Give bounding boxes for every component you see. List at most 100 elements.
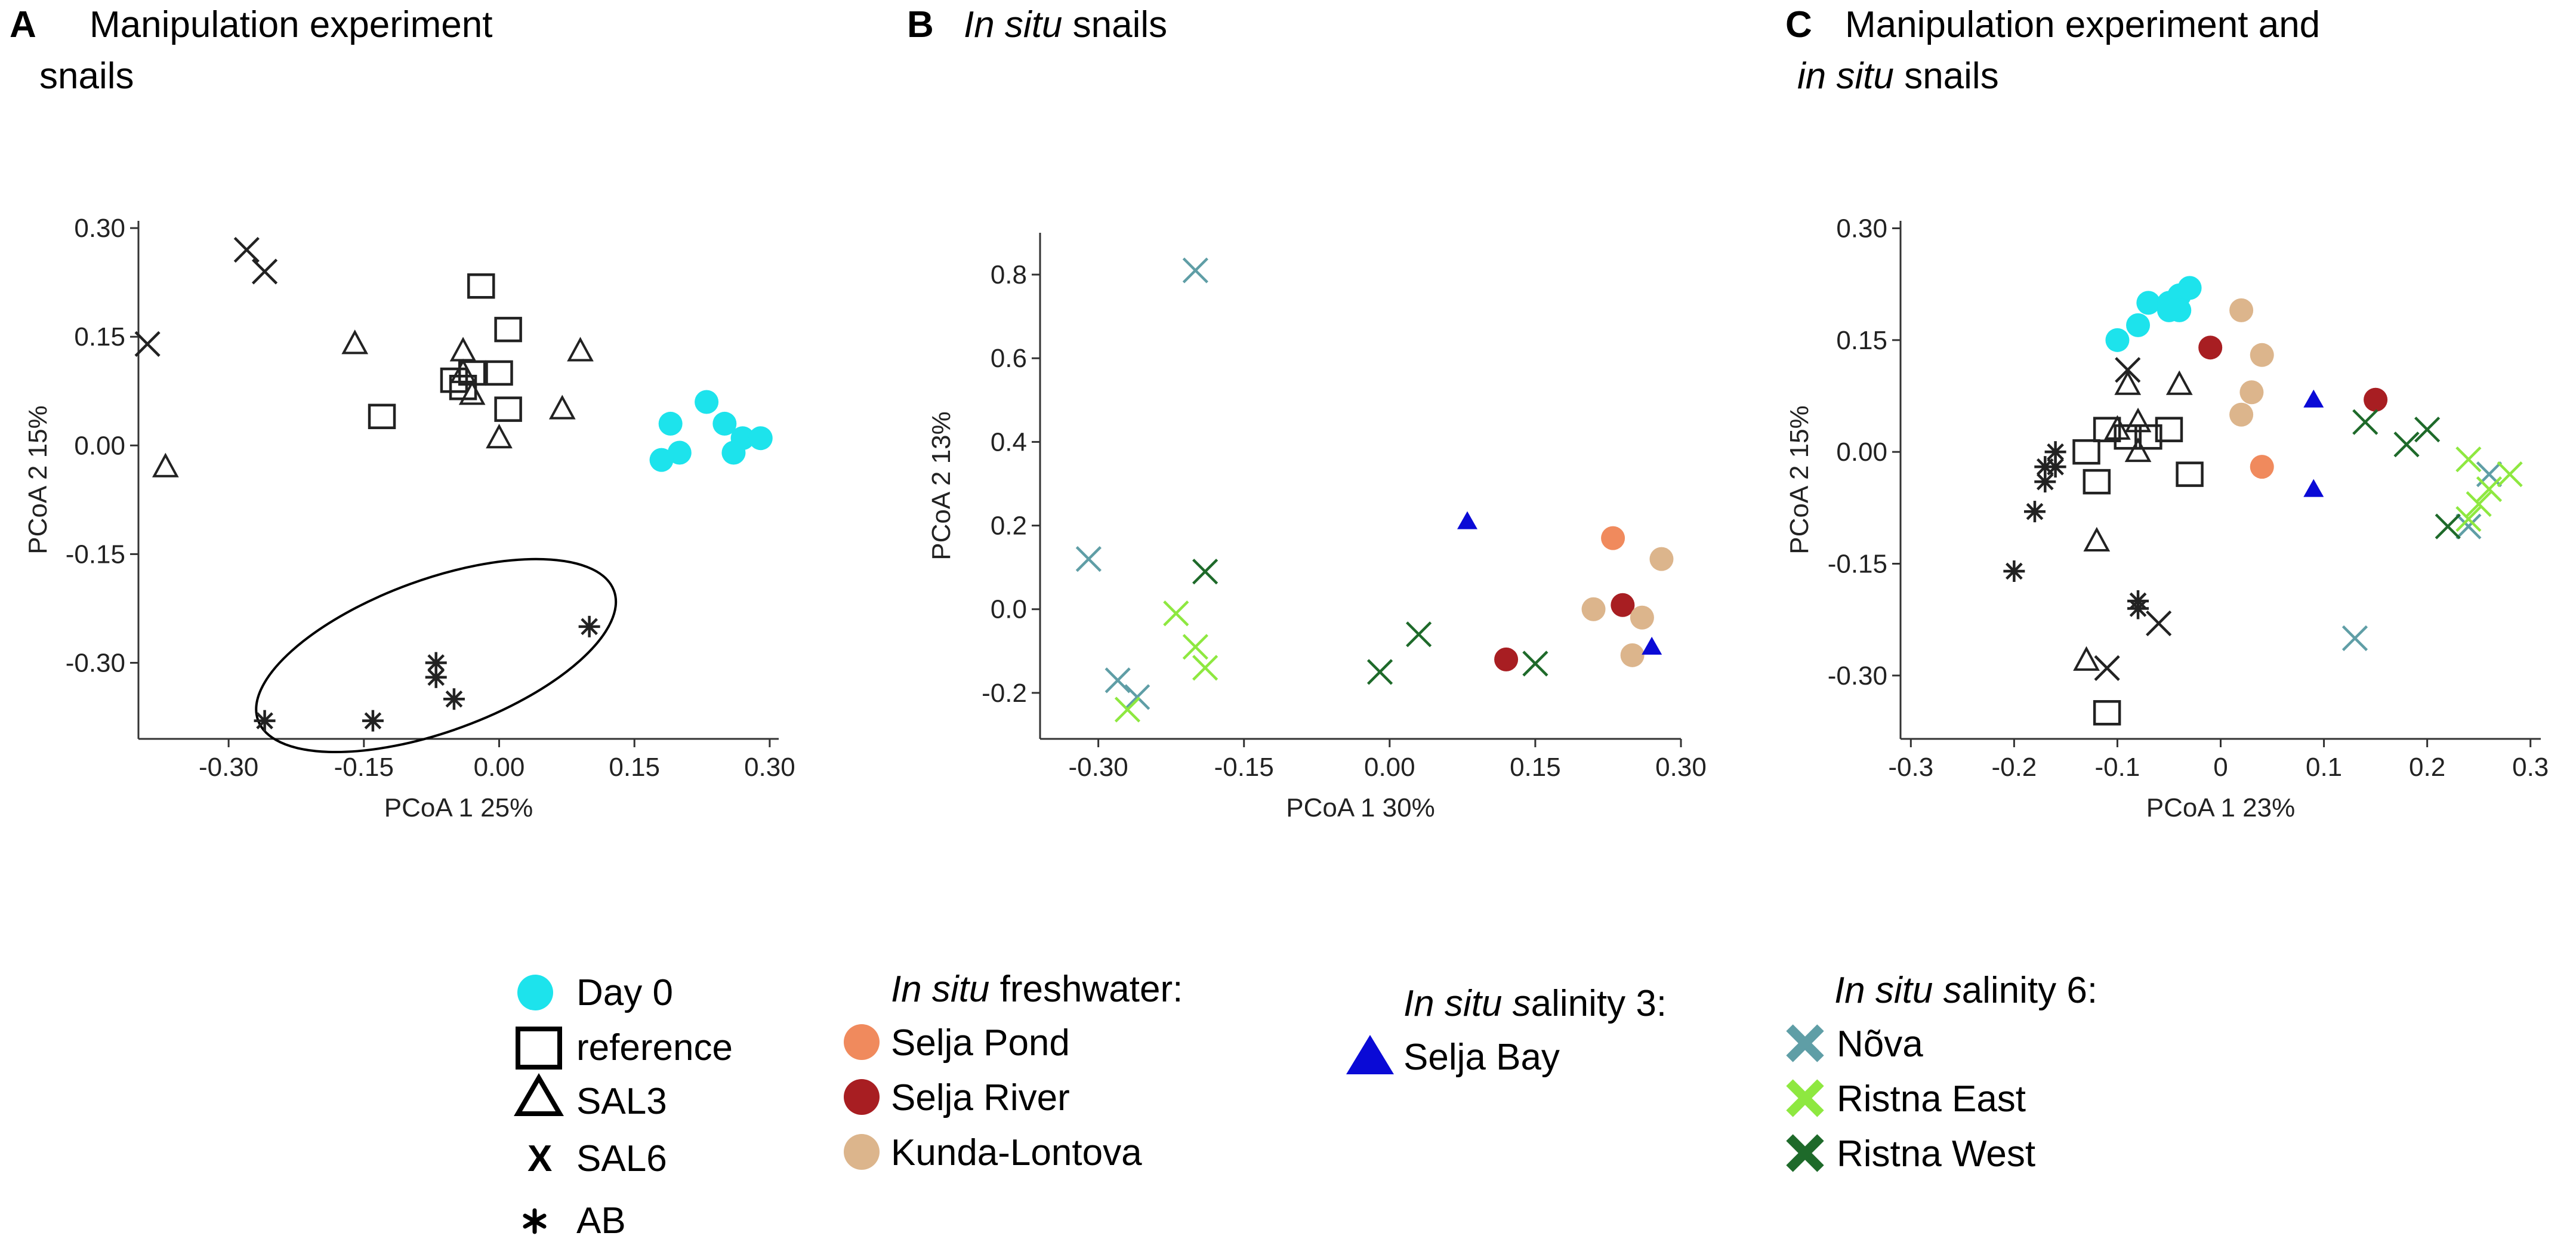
panel-c-point-ab	[2044, 441, 2066, 463]
legend-sal6-title: In situ salinity 6:	[1834, 970, 2097, 1011]
panel-a-point-sal3	[458, 380, 486, 405]
panel-a-letter: A	[10, 4, 36, 45]
legend-kunda-lontova-marker	[844, 1134, 880, 1170]
panel-c-point-reference	[2072, 439, 2100, 465]
panel-b-point-selja-bay	[1457, 511, 1477, 529]
legend-sal3-title-rest: alinity 3:	[1531, 983, 1667, 1024]
panel-c-point-kunda-lontova	[2239, 380, 2264, 405]
panel-b-y-axis-label: PCoA 2 13%	[927, 411, 956, 560]
panel-b-point-n-va	[1124, 684, 1150, 710]
panel-c-x-tick-label: -0.3	[1888, 753, 1933, 782]
panel-c-point-reference	[2134, 424, 2162, 450]
panel-a-point-sal6	[134, 331, 161, 357]
panel-c-x-tick-label: 0	[2213, 753, 2228, 782]
panel-b-x-tick-label: 0.30	[1655, 753, 1707, 782]
legend-selja-bay-label: Selja Bay	[1403, 1037, 1560, 1078]
panel-c-y-tick-label: 0.00	[1836, 437, 1887, 467]
panel-c-point-reference	[2114, 424, 2142, 450]
panel-c-title-line2: in situ snails	[1797, 56, 1999, 97]
panel-a-point-ab	[578, 615, 600, 637]
panel-b-x-tick-label: 0.00	[1364, 753, 1415, 782]
panel-a-point-ab	[443, 688, 465, 710]
panel-c-point-ristna-west	[2435, 513, 2461, 540]
legend-ristna-west-marker	[1786, 1134, 1824, 1172]
panel-b-point-selja-river	[1611, 593, 1635, 617]
panel-a-point-reference	[494, 316, 522, 343]
panel-c-y-tick-label: -0.15	[1828, 550, 1887, 579]
panel-a-x-tick-label: -0.30	[199, 753, 258, 782]
panel-c-point-ristna-east	[2476, 476, 2503, 503]
panel-a-y-tick-label: 0.15	[74, 322, 125, 352]
legend-nova-marker	[1786, 1024, 1824, 1062]
panel-b-y-tick-label: 0.8	[991, 260, 1027, 289]
legend-ab-label: AB	[576, 1200, 626, 1241]
panel-a-point-sal6	[251, 258, 278, 285]
panel-c-point-sal3	[2114, 370, 2142, 395]
panel-a-point-ab	[425, 666, 447, 688]
panel-c-title-line2-rest: snails	[1894, 56, 1999, 97]
panel-c-x-tick-label: 0.1	[2306, 753, 2342, 782]
panel-b-x-tick-label: -0.15	[1214, 753, 1274, 782]
panel-b-letter: B	[907, 4, 934, 45]
panel-b-y-tick-label: 0.4	[991, 427, 1027, 457]
legend-selja-bay-marker	[1346, 1035, 1394, 1074]
panel-a-point-day-0	[748, 426, 773, 451]
panel-b-y-tick-label: 0.2	[991, 511, 1027, 541]
panel-c-point-day-0	[2126, 313, 2151, 337]
panel-c-point-day-0	[2157, 298, 2181, 322]
legend-reference-label: reference	[576, 1027, 733, 1068]
panel-a-y-tick-label: 0.30	[74, 214, 125, 243]
panel-a-point-sal3	[152, 452, 179, 477]
legend-group-experiment: Day 0 reference SAL3 X SAL6 AB	[514, 972, 733, 1241]
legend-ristna-east-label: Ristna East	[1837, 1078, 2026, 1120]
panel-b-point-n-va	[1075, 546, 1102, 572]
panel-b-y-tick-label: 0.0	[991, 595, 1027, 624]
panel-b-title-rest: snails	[1062, 4, 1167, 45]
panel-a-point-sal3	[449, 358, 477, 383]
legend-sal3-title-italic: In situ s	[1403, 983, 1531, 1024]
panel-c-point-kunda-lontova	[2229, 298, 2254, 322]
panel-a-point-ab	[254, 710, 276, 732]
panel-a-point-reference	[485, 360, 513, 386]
plot-c: -0.3 -0.2 -0.1 0 0.1 0.2 0.3 0.30 0.15 0.00 -0.15 -…	[1785, 214, 2549, 822]
panel-a-point-sal3	[486, 424, 513, 449]
plot-b: -0.30 -0.15 0.00 0.15 0.30 0.8 0.6 0.4 0.2 0.0 -0.…	[927, 233, 1707, 822]
legend-freshwater-title-italic: In situ	[891, 969, 989, 1010]
panel-b-y-tick-label: -0.2	[982, 679, 1027, 708]
panel-a-x-tick-label: -0.15	[334, 753, 394, 782]
panel-c-point-day-0	[2136, 291, 2161, 315]
panel-c-point-n-va	[2341, 625, 2368, 651]
panel-b-point-n-va	[1182, 257, 1208, 283]
panel-a-y-tick-label: -0.15	[66, 540, 125, 569]
panel-c-point-sal3	[2124, 437, 2152, 463]
panel-c-point-day-0	[2177, 276, 2202, 300]
legend-group-freshwater: In situ freshwater: Selja Pond Selja Riv…	[844, 969, 1183, 1173]
panel-c-y-tick-label: -0.30	[1828, 661, 1887, 691]
panel-b-point-selja-bay	[1642, 636, 1662, 655]
panel-c-point-ristna-east	[2466, 491, 2492, 517]
legend-group-salinity6: In situ salinity 6: Nõva Ristna East Ris…	[1786, 970, 2097, 1175]
panel-c-point-selja-bay	[2303, 479, 2324, 497]
panel-c-point-kunda-lontova	[2250, 343, 2274, 367]
panel-c-point-ristna-east	[2455, 446, 2482, 473]
panel-a-x-tick-label: 0.30	[744, 753, 795, 782]
panel-b-point-kunda-lontova	[1630, 605, 1654, 630]
legend-ristna-west-label: Ristna West	[1837, 1133, 2035, 1175]
panel-c-y-axis-label: PCoA 2 15%	[1785, 405, 1814, 554]
legend-sal3-title: In situ salinity 3:	[1403, 983, 1667, 1024]
panel-c-x-tick-label: -0.2	[1991, 753, 2037, 782]
plot-a: -0.30 -0.15 0.00 0.15 0.30 0.30 0.15 0.00 -0.15 -…	[23, 214, 795, 822]
panel-c-point-kunda-lontova	[2229, 402, 2254, 427]
panel-b-point-ristna-west	[1522, 651, 1548, 677]
legend-freshwater-title-rest: freshwater:	[989, 969, 1183, 1010]
panel-b-point-kunda-lontova	[1620, 643, 1645, 667]
panel-b-point-ristna-east	[1114, 697, 1141, 723]
legend-day0-label: Day 0	[576, 972, 673, 1013]
panel-a-y-tick-label: 0.00	[74, 431, 125, 460]
panel-b-point-n-va	[1105, 667, 1131, 694]
panel-c-point-reference	[2093, 700, 2121, 726]
legend-ab-marker	[523, 1208, 547, 1234]
panel-b-point-ristna-west	[1406, 621, 1432, 648]
panel-b-title: In situ snails	[964, 4, 1167, 45]
